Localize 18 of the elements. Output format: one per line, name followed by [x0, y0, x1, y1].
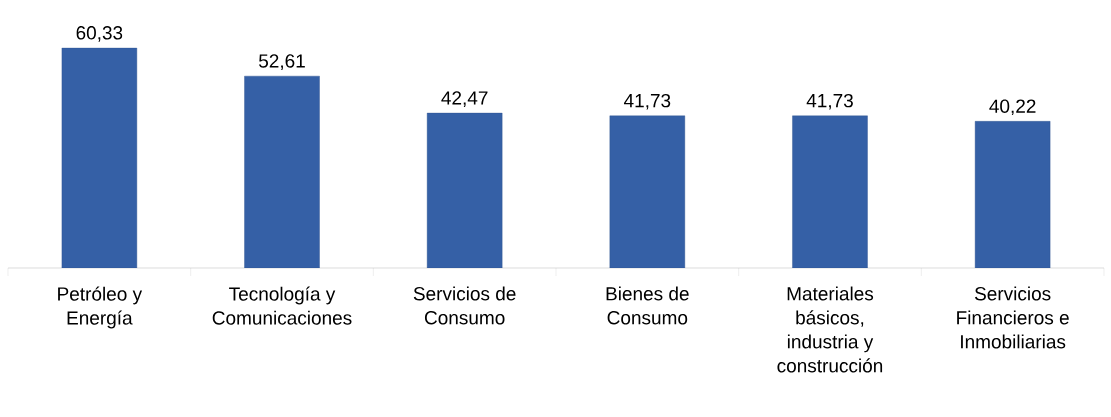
bar	[426, 112, 503, 268]
x-tick-label: Petróleo y Energía	[58, 286, 143, 329]
x-tick-label: Servicios de Consumo	[413, 286, 516, 325]
data-label: 41,73	[623, 93, 671, 110]
data-label: 42,47	[441, 91, 488, 107]
x-tick-label: Servicios Financieros e Inmobiliarias	[957, 286, 1069, 349]
bar	[61, 47, 138, 268]
data-label: 40,22	[989, 99, 1036, 116]
data-label: 52,61	[258, 54, 305, 70]
x-tick-label: Materiales básicos, industria y construcción	[777, 286, 883, 373]
bar	[792, 115, 868, 268]
data-label: 60,33	[76, 26, 123, 42]
x-tick-label: Bienes de Consumo	[606, 286, 689, 325]
data-label: 41,73	[806, 93, 853, 110]
bar	[244, 75, 320, 268]
x-tick-label: Tecnología y Comunicaciones	[212, 286, 352, 325]
bar	[609, 115, 686, 268]
bar	[974, 121, 1051, 268]
